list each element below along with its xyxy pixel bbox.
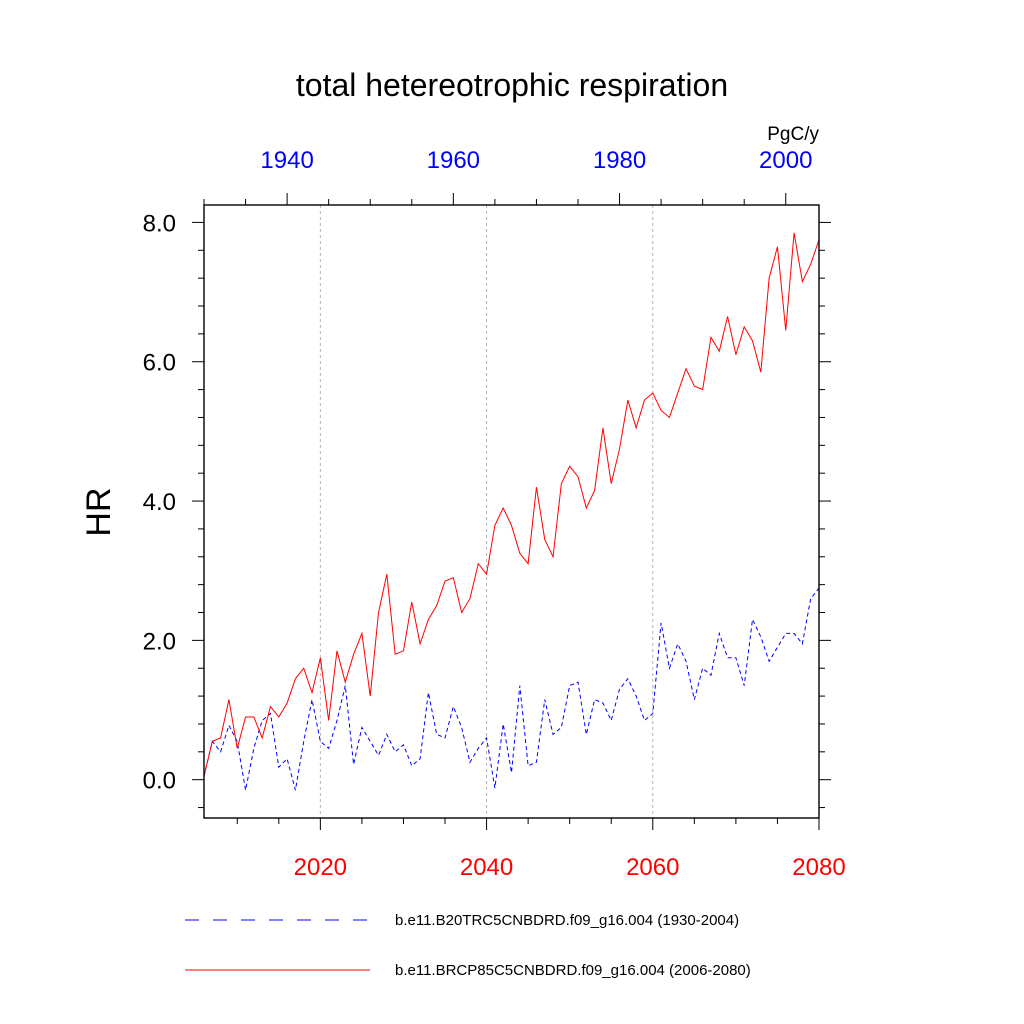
x-bottom-tick-label-2080: 2080 [792, 854, 845, 881]
x-bottom-tick-label-2020: 2020 [294, 854, 347, 881]
axis-tick-labels: 0.0 2.0 4.0 6.0 8.0 2020 2040 2060 2080 1940 1960 1… [143, 147, 846, 881]
vertical-gridlines [319, 205, 654, 818]
y-tick-label-2: 2.0 [143, 628, 176, 655]
series-layer [203, 232, 820, 791]
plot-frame [203, 204, 820, 819]
y-tick-label-4: 4.0 [143, 489, 176, 516]
y-tick-label-6: 6.0 [143, 350, 176, 377]
x-top-tick-label-1980: 1980 [593, 147, 646, 174]
y-tick-label-0: 0.0 [143, 768, 176, 795]
x-bottom-tick-label-2040: 2040 [460, 854, 513, 881]
legend-label-rcp85: b.e11.BRCP85C5CNBDRD.f09_g16.004 (2006-2… [395, 962, 751, 979]
series-line-rcp85 [203, 232, 820, 777]
x-top-tick-label-1960: 1960 [427, 147, 480, 174]
x-top-tick-label-1940: 1940 [260, 147, 313, 174]
chart-title: total hetereotrophic respiration [296, 67, 728, 103]
x-bottom-tick-label-2060: 2060 [626, 854, 679, 881]
y-tick-label-8: 8.0 [143, 210, 176, 237]
axis-ticks [192, 193, 831, 830]
legend-label-historical: b.e11.B20TRC5CNBDRD.f09_g16.004 (1930-20… [395, 912, 739, 929]
x-top-tick-label-2000: 2000 [759, 147, 812, 174]
series-line-historical [203, 587, 820, 791]
units-label: PgC/y [767, 124, 819, 145]
y-axis-label: HR [80, 487, 118, 536]
legend: b.e11.B20TRC5CNBDRD.f09_g16.004 (1930-20… [185, 912, 751, 979]
